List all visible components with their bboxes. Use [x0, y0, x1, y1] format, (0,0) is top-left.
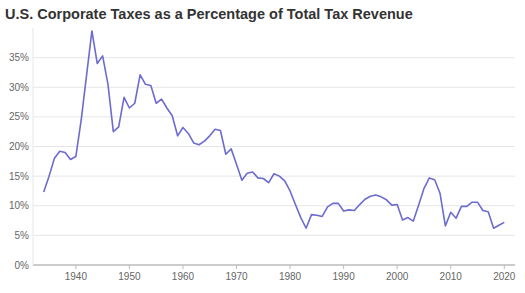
title: U.S. Corporate Taxes as a Percentage of …: [5, 6, 413, 22]
grid-line: [33, 116, 515, 117]
grid-line: [33, 265, 515, 266]
y-tick-label: 30%: [9, 82, 29, 93]
y-tick-label: 5%: [15, 230, 30, 241]
x-tick: [343, 265, 344, 269]
x-tick-label: 1960: [172, 271, 195, 282]
x-tick: [504, 265, 505, 269]
data-line: [44, 31, 505, 228]
x-tick-label: 1970: [225, 271, 248, 282]
x-tick: [182, 265, 183, 269]
y-tick-label: 10%: [9, 200, 29, 211]
x-tick-label: 2000: [386, 271, 409, 282]
x-tick: [75, 265, 76, 269]
plot-area: [44, 31, 505, 228]
y-tick-label: 0%: [15, 260, 30, 271]
chart: U.S. Corporate Taxes as a Percentage of …: [0, 0, 525, 293]
x-axis-line: [33, 265, 515, 266]
x-tick-label: 1990: [332, 271, 355, 282]
x-tick-label: 2020: [493, 271, 516, 282]
y-axis-line: [33, 28, 34, 265]
y-tick-label: 25%: [9, 111, 29, 122]
x-tick-label: 1940: [65, 271, 88, 282]
grid-line: [33, 146, 515, 147]
x-tick-label: 1980: [279, 271, 302, 282]
x-tick: [129, 265, 130, 269]
grid-line: [33, 176, 515, 177]
x-tick: [397, 265, 398, 269]
x-tick-label: 1950: [118, 271, 141, 282]
x-tick: [290, 265, 291, 269]
x-tick: [236, 265, 237, 269]
grid-line: [33, 57, 515, 58]
x-tick-label: 2010: [440, 271, 463, 282]
y-tick-label: 15%: [9, 171, 29, 182]
grid-line: [33, 235, 515, 236]
axes: 0% 5% 10% 15% 20% 25% 30% 35% 1940 1950 1960 1970 19…: [9, 28, 516, 282]
y-tick-label: 20%: [9, 141, 29, 152]
x-tick: [450, 265, 451, 269]
y-tick-label: 35%: [9, 52, 29, 63]
grid-line: [33, 87, 515, 88]
